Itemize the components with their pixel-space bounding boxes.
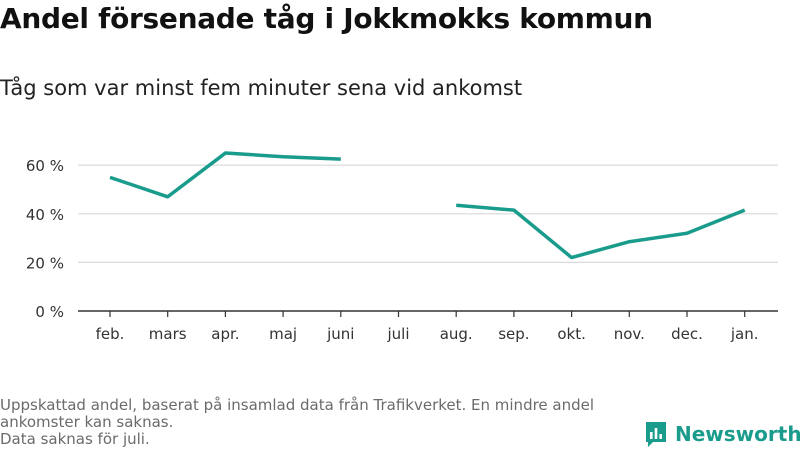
footnote-method-note: Uppskattad andel, baserat på insamlad da… (0, 396, 595, 431)
x-tick-label: maj (269, 325, 297, 343)
x-axis: feb. mars apr. maj juni juli aug. sep. okt. nov. d… (78, 310, 778, 343)
x-tick-label: mars (149, 325, 187, 343)
y-tick-label: 20 % (26, 254, 64, 272)
x-tick-label: nov. (614, 325, 645, 343)
newsworthy-logo-icon (646, 422, 666, 447)
x-tick-label: sep. (498, 325, 529, 343)
chart-title: Andel försenade tåg i Jokkmokks kommun (0, 2, 653, 35)
x-tick-label: feb. (96, 325, 125, 343)
x-tick-label: aug. (440, 325, 473, 343)
footnote-missing-data-note: Data saknas för juli. (0, 430, 150, 448)
series-line-segment (109, 151, 341, 199)
y-axis-tick-labels: 0 % 20 % 40 % 60 % (26, 157, 64, 321)
footnote: Uppskattad andel, baserat på insamlad da… (0, 397, 630, 448)
y-tick-label: 0 % (35, 303, 64, 321)
grid-lines (78, 164, 778, 263)
brand-name: Newsworthy (675, 422, 800, 446)
line-chart: 0 % 20 % 40 % 60 % feb. mars apr. maj juni juli a… (26, 151, 778, 343)
data-series (109, 151, 746, 260)
chart-subtitle: Tåg som var minst fem minuter sena vid a… (0, 76, 523, 100)
x-tick-label: dec. (671, 325, 703, 343)
x-tick-label: juni (326, 325, 354, 343)
series-line-segment (456, 203, 746, 260)
x-tick-label: jan. (730, 325, 759, 343)
y-tick-label: 60 % (26, 157, 64, 175)
x-tick-label: okt. (557, 325, 586, 343)
brand-logo: Newsworthy (644, 419, 800, 449)
y-tick-label: 40 % (26, 206, 64, 224)
x-tick-label: juli (386, 325, 409, 343)
x-tick-label: apr. (211, 325, 239, 343)
